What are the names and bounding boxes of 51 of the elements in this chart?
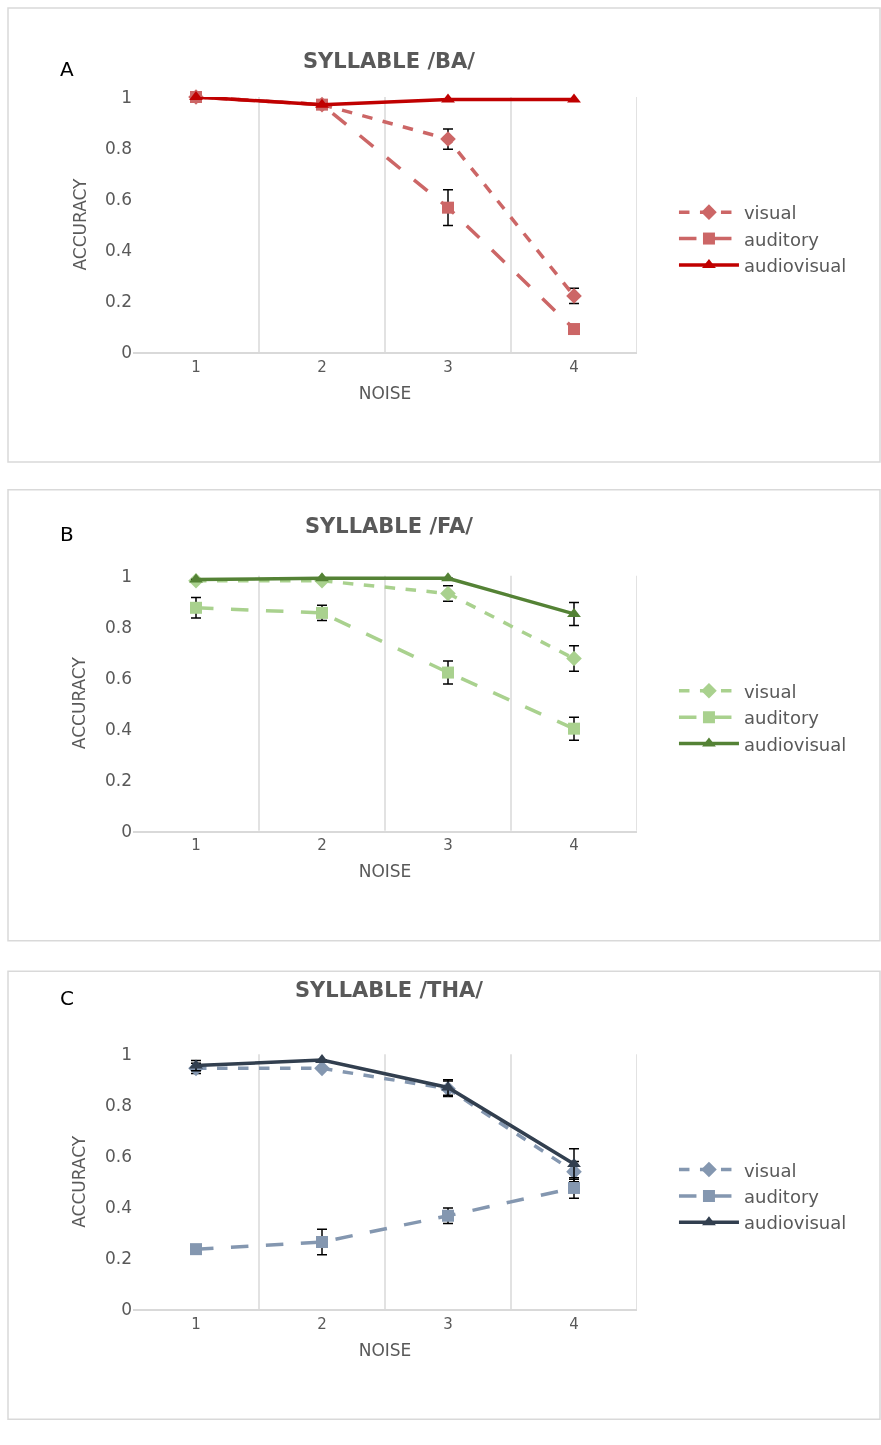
- y-axis-title: ACCURACY: [69, 1135, 90, 1228]
- y-tick-label: 0: [121, 341, 132, 362]
- x-tick-label: 2: [317, 357, 327, 376]
- y-tick-label: 0.2: [104, 769, 132, 790]
- y-tick-label: 0.2: [104, 1248, 132, 1269]
- legend-label: auditory: [743, 228, 820, 250]
- legend-label: visual: [743, 1159, 797, 1181]
- chart-title: SYLLABLE /FA/: [305, 514, 474, 538]
- x-tick-label: 3: [443, 357, 453, 376]
- x-tick-label: 2: [317, 1315, 327, 1334]
- x-tick-label: 1: [191, 836, 201, 855]
- x-tick-label: 4: [569, 836, 579, 855]
- legend-label: auditory: [743, 1185, 820, 1207]
- y-tick-label: 0.2: [104, 290, 132, 311]
- x-tick-label: 1: [191, 357, 201, 376]
- y-tick-label: 0: [121, 820, 132, 841]
- legend-label: visual: [743, 202, 797, 224]
- y-tick-label: 0.8: [104, 616, 132, 637]
- y-tick-label: 1: [121, 565, 132, 586]
- chart-title: SYLLABLE /THA/: [295, 978, 484, 1002]
- chart-title: SYLLABLE /BA/: [303, 49, 476, 73]
- y-tick-label: 1: [121, 1044, 132, 1065]
- y-tick-label: 0.4: [104, 718, 132, 739]
- y-axis-title: ACCURACY: [69, 177, 90, 271]
- x-tick-label: 4: [569, 357, 579, 376]
- y-tick-label: 0.6: [104, 188, 132, 209]
- x-axis-title: NOISE: [358, 1339, 412, 1360]
- y-axis-title: ACCURACY: [69, 656, 90, 750]
- x-tick-label: 3: [443, 1315, 453, 1334]
- y-tick-label: 0.4: [104, 239, 132, 260]
- x-axis-title: NOISE: [358, 382, 412, 403]
- x-tick-label: 4: [569, 1315, 579, 1334]
- y-tick-label: 0.4: [104, 1197, 132, 1218]
- y-tick-label: 0.6: [104, 1146, 132, 1167]
- x-tick-label: 1: [191, 1315, 201, 1334]
- y-tick-label: 0.6: [104, 667, 132, 688]
- x-axis-title: NOISE: [358, 861, 412, 882]
- y-tick-label: 0.8: [104, 137, 132, 158]
- y-tick-label: 0.8: [104, 1095, 132, 1116]
- y-tick-label: 1: [121, 86, 132, 107]
- text: C: [60, 986, 74, 1010]
- x-tick-label: 2: [317, 836, 327, 855]
- text: B: [60, 522, 74, 546]
- y-tick-label: 0: [121, 1299, 132, 1320]
- legend-label: audiovisual: [743, 1212, 847, 1234]
- x-tick-label: 3: [443, 836, 453, 855]
- legend-label: visual: [743, 680, 797, 702]
- legend-label: audiovisual: [743, 733, 847, 755]
- legend-label: auditory: [743, 707, 820, 729]
- legend-label: audiovisual: [743, 254, 847, 276]
- text: A: [60, 57, 74, 81]
